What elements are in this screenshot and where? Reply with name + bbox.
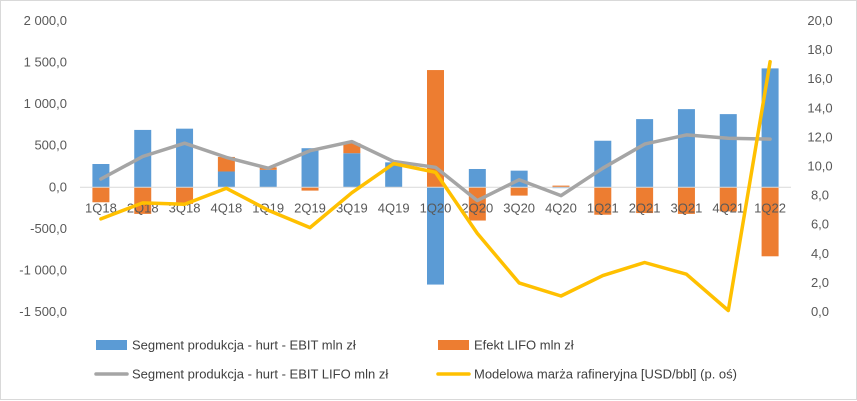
right-axis-tick-label: 20,0 bbox=[807, 13, 832, 28]
ebit-lifo-line bbox=[99, 133, 772, 203]
x-axis-tick-label: 1Q20 bbox=[420, 200, 452, 215]
ebit-bar bbox=[636, 119, 654, 188]
legend-swatch bbox=[438, 340, 469, 350]
ebit-bar bbox=[343, 153, 361, 188]
lifo-effect-bar bbox=[301, 187, 319, 191]
x-axis-tick-label: 1Q22 bbox=[754, 200, 786, 215]
lifo-effect-bar bbox=[636, 187, 654, 214]
lifo-effect-bar bbox=[92, 187, 110, 203]
ebit-bar bbox=[92, 164, 110, 188]
lifo-effect-bar bbox=[594, 187, 612, 215]
left-axis-tick-label: -1 500,0 bbox=[19, 304, 67, 319]
ebit-bar bbox=[761, 68, 779, 188]
right-axis-tick-label: 2,0 bbox=[811, 275, 829, 290]
right-axis-tick-label: 16,0 bbox=[807, 71, 832, 86]
lifo-effect-bar bbox=[677, 187, 695, 214]
left-axis-tick-label: 1 000,0 bbox=[24, 96, 67, 111]
x-axis-tick-label: 3Q20 bbox=[503, 200, 535, 215]
right-axis-tick-label: 12,0 bbox=[807, 129, 832, 144]
right-axis-tick-label: 18,0 bbox=[807, 42, 832, 57]
right-axis-tick-label: 14,0 bbox=[807, 100, 832, 115]
ebit-bar bbox=[134, 129, 152, 188]
x-axis-tick-label: 1Q19 bbox=[252, 200, 284, 215]
legend-swatch bbox=[96, 340, 127, 350]
left-axis-tick-label: -500,0 bbox=[30, 221, 67, 236]
x-axis-tick-label: 2Q21 bbox=[629, 200, 661, 215]
right-axis-tick-label: 8,0 bbox=[811, 188, 829, 203]
lifo-effect-bar bbox=[134, 187, 152, 214]
lifo-effect-bar bbox=[552, 185, 570, 188]
ebit-bar bbox=[176, 128, 194, 188]
right-axis-tick-label: 0,0 bbox=[811, 304, 829, 319]
ebit-bar bbox=[301, 148, 319, 188]
legend-label: Segment produkcja - hurt - EBIT LIFO mln… bbox=[132, 367, 388, 382]
ebit-bar bbox=[217, 171, 235, 188]
left-axis-tick-label: -1 000,0 bbox=[19, 262, 67, 277]
ebit-bar bbox=[719, 114, 737, 188]
x-axis-tick-label: 4Q19 bbox=[378, 200, 410, 215]
lifo-effect-bar bbox=[343, 143, 361, 154]
x-axis-tick-label: 2Q20 bbox=[461, 200, 493, 215]
lifo-effect-bar bbox=[427, 70, 444, 188]
left-axis-tick-label: 500,0 bbox=[34, 138, 67, 153]
right-axis-tick-label: 6,0 bbox=[811, 217, 829, 232]
lifo-effect-bar bbox=[719, 187, 737, 212]
lifo-effect-bar bbox=[217, 156, 235, 172]
right-axis-tick-label: 4,0 bbox=[811, 246, 829, 261]
left-axis-tick-label: 0,0 bbox=[49, 179, 67, 194]
ebit-bar bbox=[594, 140, 612, 188]
left-axis-tick-label: 1 500,0 bbox=[24, 55, 67, 70]
x-axis-tick-label: 1Q21 bbox=[587, 200, 619, 215]
x-axis-tick-label: 4Q20 bbox=[545, 200, 577, 215]
left-axis-tick-label: 2 000,0 bbox=[24, 13, 67, 28]
legend-label: Segment produkcja - hurt - EBIT mln zł bbox=[132, 338, 356, 353]
lifo-effect-bar bbox=[761, 187, 779, 257]
x-axis-tick-label: 4Q21 bbox=[712, 200, 744, 215]
legend-label: Modelowa marża rafineryjna [USD/bbl] (p.… bbox=[474, 367, 737, 382]
x-axis-tick-label: 3Q21 bbox=[671, 200, 703, 215]
ebit-bar bbox=[677, 109, 695, 188]
right-axis-tick-label: 10,0 bbox=[807, 159, 832, 174]
x-axis-tick-label: 1Q18 bbox=[85, 200, 117, 215]
lifo-effect-bar bbox=[510, 187, 528, 196]
ebit-bar bbox=[468, 168, 486, 188]
ebit-bar bbox=[259, 169, 277, 188]
x-axis-tick-label: 4Q18 bbox=[210, 200, 242, 215]
lifo-effect-bar bbox=[176, 187, 194, 204]
x-axis-tick-label: 2Q19 bbox=[294, 200, 326, 215]
x-axis-tick-label: 3Q19 bbox=[336, 200, 368, 215]
ebit-bar bbox=[427, 187, 444, 285]
refining-margin-line bbox=[99, 59, 772, 313]
legend-label: Efekt LIFO mln zł bbox=[474, 338, 574, 353]
